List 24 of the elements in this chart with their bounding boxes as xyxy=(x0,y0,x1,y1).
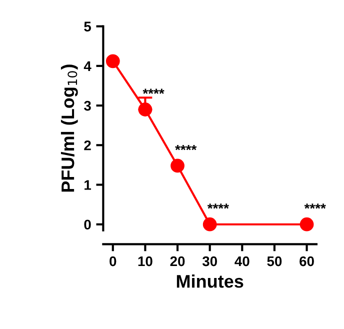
y-tick-label: 3 xyxy=(84,100,91,111)
annotation: **** xyxy=(175,144,197,150)
y-tick-label: 1 xyxy=(84,180,92,190)
point xyxy=(106,54,120,68)
x-tick-label: 20 xyxy=(170,256,185,266)
point xyxy=(138,102,152,116)
x-tick-label: 30 xyxy=(202,256,217,266)
y-axis-title: PFU/ml (Log$_{10}$) xyxy=(60,64,78,192)
y-tick-label: 2 xyxy=(84,140,91,150)
annotation: **** xyxy=(304,204,326,209)
x-axis-title: Minutes xyxy=(176,274,244,288)
x-tick-label: 50 xyxy=(267,256,282,266)
y-tick-label: 0 xyxy=(84,220,91,230)
x-tick-label: 60 xyxy=(300,256,314,266)
x-tick-label: 40 xyxy=(234,256,250,266)
y-tick-label: 5 xyxy=(84,22,92,32)
x-tick-label: 10 xyxy=(138,256,152,266)
x-tick-label: 0 xyxy=(110,256,116,266)
point xyxy=(170,158,184,173)
point xyxy=(300,217,314,232)
annotation: **** xyxy=(142,88,164,94)
annotation: **** xyxy=(207,204,229,209)
y-tick-label: 4 xyxy=(84,61,92,71)
point xyxy=(202,217,217,232)
